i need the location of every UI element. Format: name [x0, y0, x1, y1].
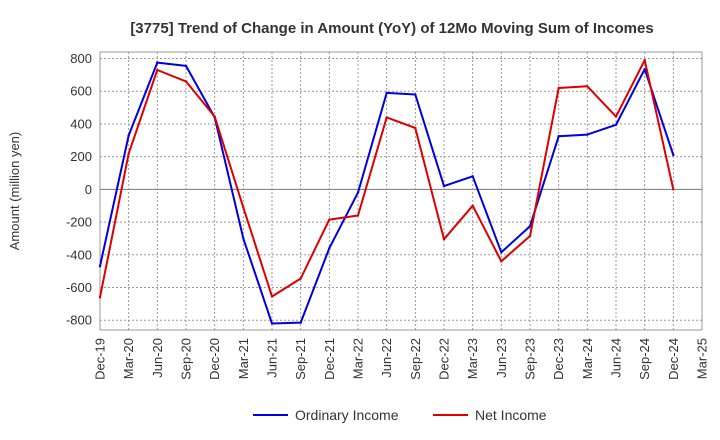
x-tick-label: Dec-24	[666, 338, 681, 380]
y-tick-label: -200	[66, 215, 92, 230]
data-point	[356, 191, 360, 194]
legend-label-net-income: Net Income	[475, 407, 547, 423]
data-point	[442, 238, 446, 241]
x-tick-label: Dec-22	[437, 338, 452, 380]
data-point	[242, 237, 245, 240]
data-point	[471, 204, 474, 207]
x-tick-label: Jun-20	[150, 338, 165, 378]
data-point	[414, 93, 417, 96]
y-tick-label: -400	[66, 247, 92, 262]
data-point	[184, 64, 188, 68]
legend: Ordinary Income Net Income	[253, 407, 547, 423]
data-point	[643, 58, 646, 62]
x-tick-label: Sep-21	[293, 338, 308, 380]
data-point	[184, 80, 188, 83]
data-point	[586, 85, 589, 88]
x-tick-label: Sep-23	[523, 338, 538, 380]
x-tick-label: Jun-23	[494, 338, 509, 378]
x-tick-label: Mar-25	[695, 338, 710, 379]
y-tick-label: 600	[70, 84, 92, 99]
data-point	[156, 68, 159, 72]
data-point	[528, 224, 532, 228]
x-tick-label: Dec-19	[93, 338, 108, 380]
x-tick-label: Dec-20	[207, 338, 222, 380]
chart-title: [3775] Trend of Change in Amount (YoY) o…	[130, 20, 653, 37]
x-tick-label: Dec-23	[551, 338, 566, 380]
data-point	[98, 265, 102, 268]
x-tick-label: Jun-22	[379, 338, 394, 378]
x-tick-label: Mar-21	[236, 338, 251, 379]
x-tick-label: Sep-24	[637, 338, 652, 380]
y-tick-label: 400	[70, 116, 92, 131]
data-point	[328, 218, 331, 221]
data-point	[614, 123, 618, 126]
y-tick-label: 800	[70, 51, 92, 66]
data-point	[356, 214, 360, 217]
x-tick-label: Dec-21	[322, 338, 337, 380]
data-point	[328, 247, 331, 250]
data-point	[385, 91, 388, 95]
data-point	[643, 67, 646, 71]
data-point	[299, 321, 302, 324]
data-point	[127, 152, 130, 155]
x-tick-label: Jun-21	[265, 338, 280, 378]
y-tick-label: -600	[66, 280, 92, 295]
data-point	[385, 116, 388, 119]
data-point	[156, 61, 159, 64]
data-point	[557, 135, 560, 138]
data-point	[528, 234, 532, 238]
data-point	[127, 134, 130, 137]
data-point	[213, 115, 216, 118]
data-point	[672, 153, 675, 157]
data-point	[500, 260, 503, 263]
data-point	[614, 115, 618, 118]
data-point	[270, 295, 274, 298]
data-point	[500, 251, 503, 254]
x-tick-label: Sep-22	[408, 338, 423, 380]
y-tick-label: 200	[70, 149, 92, 164]
y-tick-label: 0	[85, 182, 92, 197]
data-point	[586, 133, 589, 136]
x-tick-label: Jun-24	[609, 338, 624, 378]
data-point	[242, 206, 245, 209]
data-point	[471, 175, 474, 178]
data-point	[270, 322, 274, 325]
x-tick-label: Mar-23	[465, 338, 480, 379]
data-point	[414, 126, 417, 130]
x-tick-label: Sep-20	[179, 338, 194, 380]
data-point	[672, 188, 675, 191]
legend-label-ordinary-income: Ordinary Income	[295, 407, 399, 423]
data-point	[557, 86, 560, 90]
y-axis-label: Amount (million yen)	[7, 132, 22, 251]
data-point	[442, 184, 446, 188]
y-tick-label: -800	[66, 313, 92, 328]
x-tick-label: Mar-20	[121, 338, 136, 379]
x-tick-label: Mar-22	[351, 338, 366, 379]
data-point	[299, 277, 302, 280]
data-point	[98, 296, 102, 299]
x-tick-label: Mar-24	[580, 338, 595, 379]
